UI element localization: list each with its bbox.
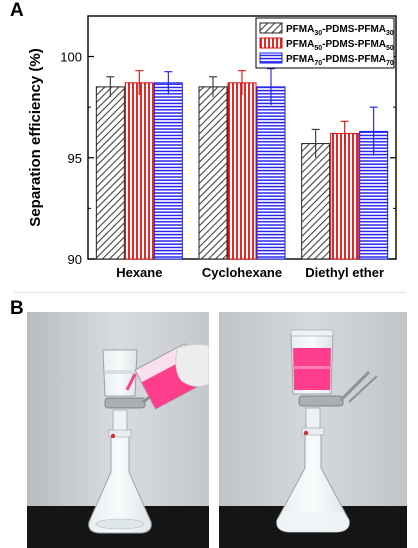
y-tick-label: 90 xyxy=(68,252,82,267)
filtration-result-photo xyxy=(219,312,407,548)
panel-label-a: A xyxy=(10,0,24,21)
x-tick-label: Hexane xyxy=(116,265,162,280)
panel-label-b: B xyxy=(10,298,24,319)
photo-panel xyxy=(27,312,407,548)
x-tick-label: Cyclohexane xyxy=(202,265,282,280)
legend-swatch-2 xyxy=(259,52,283,64)
y-axis-label: Separation efficiency (%) xyxy=(27,48,44,226)
photo-filtered xyxy=(219,312,407,548)
legend-label-2: PFMA70-PDMS-PFMA70 xyxy=(286,54,394,67)
bar-1-2 xyxy=(256,86,286,260)
bar-0-1 xyxy=(124,82,154,260)
y-tick-label: 95 xyxy=(68,151,82,166)
y-tick-label: 100 xyxy=(60,50,82,65)
panel-divider xyxy=(14,292,406,293)
bar-2-0 xyxy=(301,143,331,260)
legend-label-1: PFMA50-PDMS-PFMA50 xyxy=(286,39,394,52)
bar-chart: 90 95 100 Separation efficiency (%) Hexane Cy… xyxy=(27,15,397,280)
legend-swatch-0 xyxy=(259,22,283,34)
bar-1-1 xyxy=(227,82,257,260)
bar-0-2 xyxy=(153,82,183,260)
filtration-pouring-photo xyxy=(27,312,209,548)
bar-1-0 xyxy=(198,86,228,260)
bar-0-0 xyxy=(95,86,125,260)
bar-2-1 xyxy=(330,132,360,260)
legend-swatch-1 xyxy=(259,37,283,49)
photo-pouring xyxy=(27,312,209,548)
legend-label-0: PFMA30-PDMS-PFMA30 xyxy=(286,24,394,37)
x-tick-label: Diethyl ether xyxy=(305,265,384,280)
